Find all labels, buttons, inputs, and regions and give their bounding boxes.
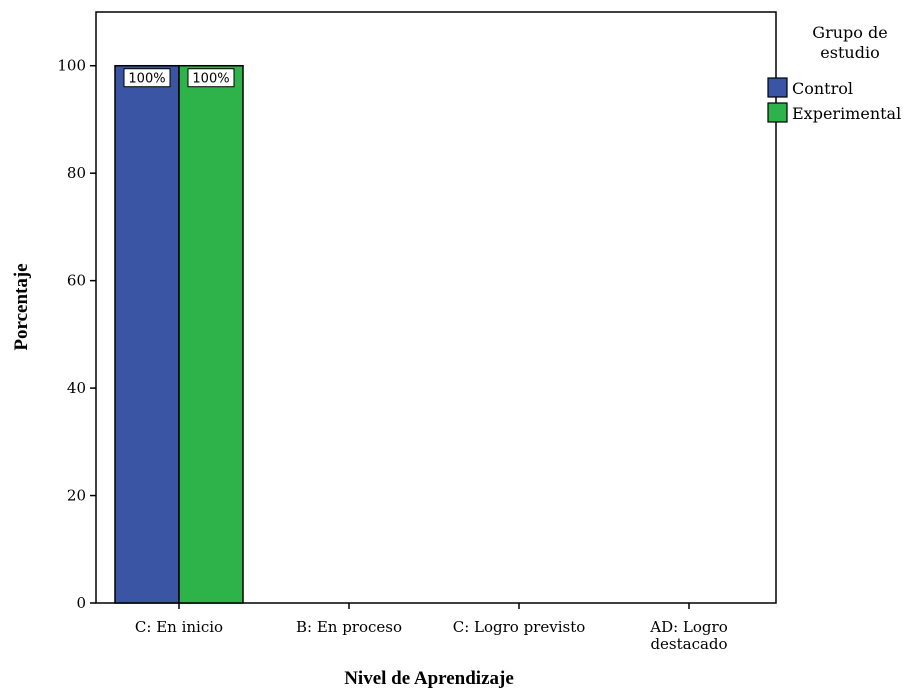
- y-axis-title: Porcentaje: [11, 263, 32, 350]
- data-label-experimental-0: 100%: [192, 72, 229, 87]
- data-labels: 100% 100%: [123, 68, 235, 88]
- data-label-box-control-0: [123, 68, 171, 88]
- x-tick-label-2: C: Logro previsto: [453, 618, 586, 636]
- x-axis: C: En inicio B: En proceso C: Logro previs…: [135, 603, 728, 653]
- x-tick-label-1: B: En proceso: [296, 618, 402, 636]
- y-tick-label-60: 60: [67, 272, 86, 290]
- data-label-control-0: 100%: [128, 72, 165, 87]
- legend: Grupo de estudio Control Experimental: [767, 23, 901, 123]
- bars: [114, 64, 244, 604]
- legend-title: Grupo de estudio: [812, 23, 887, 62]
- y-tick-label-20: 20: [67, 487, 86, 505]
- y-tick-label-80: 80: [67, 164, 86, 182]
- data-label-box-experimental-0: [187, 68, 235, 88]
- y-tick-label-100: 100: [57, 57, 86, 75]
- y-axis: 0 20 40 60 80 100: [57, 57, 96, 612]
- legend-label-control: Control: [792, 79, 853, 98]
- x-tick-label-0: C: En inicio: [135, 618, 223, 636]
- y-tick-label-40: 40: [67, 379, 86, 397]
- x-axis-title: Nivel de Aprendizaje: [344, 668, 514, 689]
- legend-swatch-experimental: [767, 102, 788, 123]
- legend-label-experimental: Experimental: [792, 104, 901, 123]
- x-tick-label-3: AD: Logro destacado: [649, 618, 727, 653]
- bar-experimental-0: [178, 64, 244, 604]
- y-tick-label-0: 0: [76, 594, 86, 612]
- legend-swatch-control: [767, 77, 788, 98]
- bar-control-0: [114, 64, 180, 604]
